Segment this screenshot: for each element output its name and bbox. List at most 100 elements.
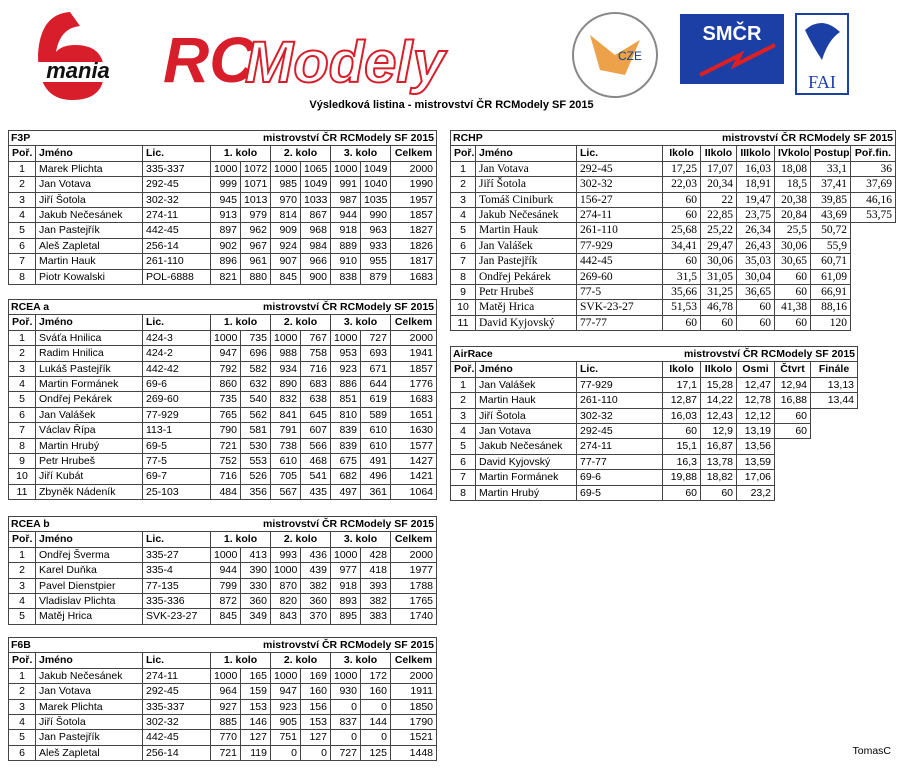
- cell: 5: [8, 729, 36, 746]
- cell: 696: [240, 345, 271, 362]
- column-header: Osmi: [736, 361, 775, 378]
- cell: 413: [240, 546, 271, 564]
- cell: 16,88: [774, 392, 811, 409]
- cell: 923: [270, 698, 301, 715]
- cell: 77-77: [576, 453, 663, 471]
- cell: 14,22: [700, 392, 737, 409]
- cell: 335-337: [142, 160, 211, 178]
- cell: 34,41: [662, 237, 701, 255]
- cell: 113-1: [142, 422, 211, 439]
- cell: Jakub Nečesánek: [35, 207, 143, 224]
- rcmodely-logo: RC Modely: [163, 24, 449, 96]
- cell: 20,34: [700, 176, 737, 193]
- cell: 841: [270, 406, 301, 424]
- cell: 3: [8, 577, 36, 594]
- cell: 927: [210, 698, 241, 715]
- cell: 880: [240, 268, 271, 285]
- cell: Jan Valášek: [35, 406, 143, 424]
- cell: 1000: [210, 546, 241, 564]
- cell: 424-3: [142, 329, 211, 347]
- cell: 970: [270, 191, 301, 208]
- cell: 913: [210, 207, 241, 224]
- cell: 60: [774, 268, 811, 285]
- column-header: 3. kolo: [330, 531, 391, 548]
- cell: 60: [662, 191, 701, 208]
- cell: 12,9: [700, 423, 737, 440]
- cell: 716: [300, 360, 331, 377]
- cell: 274-11: [142, 667, 211, 685]
- cell: 46,16: [850, 191, 896, 208]
- cell: 843: [270, 608, 301, 625]
- cell: 46,78: [700, 299, 737, 316]
- cell: 77-5: [142, 453, 211, 470]
- column-header: Lic.: [576, 361, 663, 378]
- cell: 792: [210, 360, 241, 377]
- cell: 0: [270, 744, 301, 762]
- cell: Pavel Dienstpier: [35, 577, 143, 594]
- cell: 2: [8, 562, 36, 579]
- cell: 36: [850, 160, 896, 178]
- cell: 872: [210, 593, 241, 610]
- cell: 1064: [390, 483, 437, 501]
- cell: 41,38: [774, 299, 811, 316]
- cell: 889: [330, 237, 361, 255]
- cell: 23,75: [736, 207, 775, 224]
- cell: Petr Hrubeš: [475, 284, 577, 301]
- cell: 1448: [390, 744, 437, 762]
- cell: 1000: [330, 546, 361, 564]
- cell: 269-60: [576, 268, 663, 285]
- cell: 752: [210, 453, 241, 470]
- cell: 885: [210, 714, 241, 731]
- cell: 619: [360, 391, 391, 408]
- column-header: Celkem: [390, 531, 437, 548]
- cell: 1000: [330, 329, 361, 347]
- cell: 2: [8, 345, 36, 362]
- cell: 4: [8, 376, 36, 393]
- table-subtitle: mistrovství ČR RCModely SF 2015: [263, 301, 434, 313]
- cell: 60: [736, 299, 775, 316]
- cell: 839: [330, 437, 361, 454]
- cell: 60: [662, 484, 701, 501]
- cell: 261-110: [576, 222, 663, 239]
- cell: 867: [300, 207, 331, 224]
- cell: 39,85: [810, 191, 851, 208]
- cell: 991: [330, 176, 361, 193]
- cell: 644: [360, 376, 391, 393]
- cell: 53,75: [850, 207, 896, 224]
- cell: 360: [300, 593, 331, 610]
- cell: 18,08: [774, 160, 811, 178]
- cell: 77-929: [142, 406, 211, 424]
- cell: 25,22: [700, 222, 737, 239]
- cell: 77-135: [142, 577, 211, 594]
- column-header: Poř.: [450, 361, 476, 378]
- cell: 393: [360, 577, 391, 594]
- cell: 1850: [390, 698, 437, 715]
- cell: 1072: [240, 160, 271, 178]
- logo-text: CZE: [618, 49, 642, 63]
- table-subtitle: mistrovství ČR RCModely SF 2015: [722, 132, 893, 144]
- cell: 390: [240, 562, 271, 579]
- cell: 1000: [270, 562, 301, 579]
- column-header: IIIkolo: [736, 145, 775, 162]
- cell: 26,34: [736, 222, 775, 239]
- cell: 22: [700, 191, 737, 208]
- cell: 17,25: [662, 160, 701, 178]
- cell: 671: [360, 360, 391, 377]
- cell: 1033: [300, 191, 331, 208]
- cell: 60: [774, 284, 811, 301]
- cell: 302-32: [142, 714, 211, 731]
- cell: 918: [330, 577, 361, 594]
- cell: 0: [330, 698, 361, 715]
- cell: 0: [360, 729, 391, 746]
- cell: 442-45: [142, 222, 211, 239]
- column-header: Poř.: [8, 314, 36, 331]
- cell: 5: [8, 608, 36, 625]
- cell: 9: [8, 453, 36, 470]
- column-header: Čtvrt: [774, 361, 811, 378]
- cell: 810: [330, 406, 361, 424]
- cell: 1790: [390, 714, 437, 731]
- cell: 1817: [390, 253, 437, 270]
- cell: 1071: [240, 176, 271, 193]
- cell: 269-60: [142, 391, 211, 408]
- cell: 1035: [360, 191, 391, 208]
